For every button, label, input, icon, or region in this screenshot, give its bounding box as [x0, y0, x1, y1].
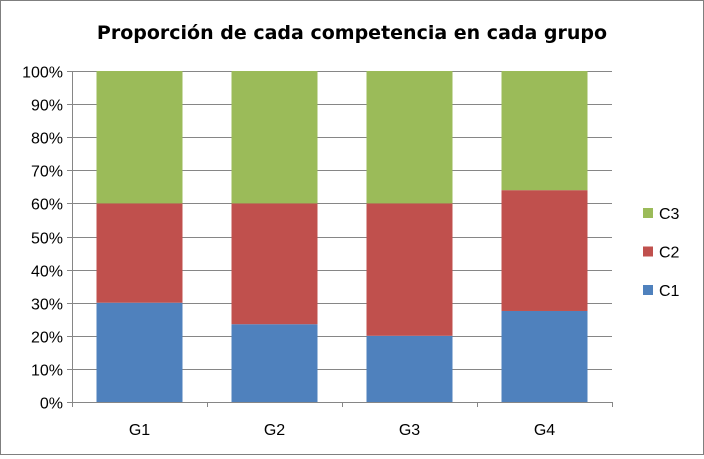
y-tick-label: 40% — [31, 264, 63, 281]
bar-c1-g1 — [96, 302, 183, 402]
legend-swatch-c2 — [643, 246, 653, 257]
axes: 0% 10% 20% 30% 40% 50% 60% 70% 80% 90% 100% G1 G2 G3 G… — [22, 65, 613, 439]
y-tick-label: 30% — [31, 297, 63, 314]
legend-swatch-c3 — [643, 208, 653, 218]
x-tick-label: G3 — [399, 422, 420, 439]
x-tick-label: G1 — [129, 422, 150, 439]
bar-c1-g2 — [231, 324, 318, 402]
legend-swatch-c1 — [643, 285, 653, 295]
bar-c2-g4 — [501, 190, 588, 311]
bar-c1-g4 — [501, 310, 588, 402]
bar-c2-g2 — [231, 203, 318, 325]
bars — [96, 71, 588, 402]
bar-c2-g3 — [366, 203, 453, 336]
y-tick-label: 20% — [31, 330, 63, 347]
legend-label-c2: C2 — [659, 245, 680, 262]
chart-title: Proporción de cada competencia en cada g… — [97, 22, 607, 44]
bar-c3-g1 — [96, 71, 183, 204]
y-tick-label: 50% — [31, 231, 63, 248]
bar-c2-g1 — [96, 203, 183, 303]
y-tick-label: 60% — [31, 197, 63, 214]
bar-c1-g3 — [366, 335, 453, 402]
bar-c3-g2 — [231, 71, 318, 204]
x-tick-label: G4 — [534, 422, 555, 439]
legend: C3 C2 C1 — [643, 206, 680, 300]
legend-label-c1: C1 — [659, 283, 680, 300]
y-tick-label: 70% — [31, 164, 63, 181]
legend-label-c3: C3 — [659, 206, 680, 223]
y-tick-label: 100% — [22, 65, 63, 82]
bar-c3-g3 — [366, 71, 453, 204]
y-tick-label: 0% — [40, 396, 63, 413]
bar-c3-g4 — [501, 71, 588, 191]
y-tick-label: 80% — [31, 131, 63, 148]
y-tick-label: 10% — [31, 363, 63, 380]
x-tick-label: G2 — [264, 422, 285, 439]
y-tick-label: 90% — [31, 98, 63, 115]
